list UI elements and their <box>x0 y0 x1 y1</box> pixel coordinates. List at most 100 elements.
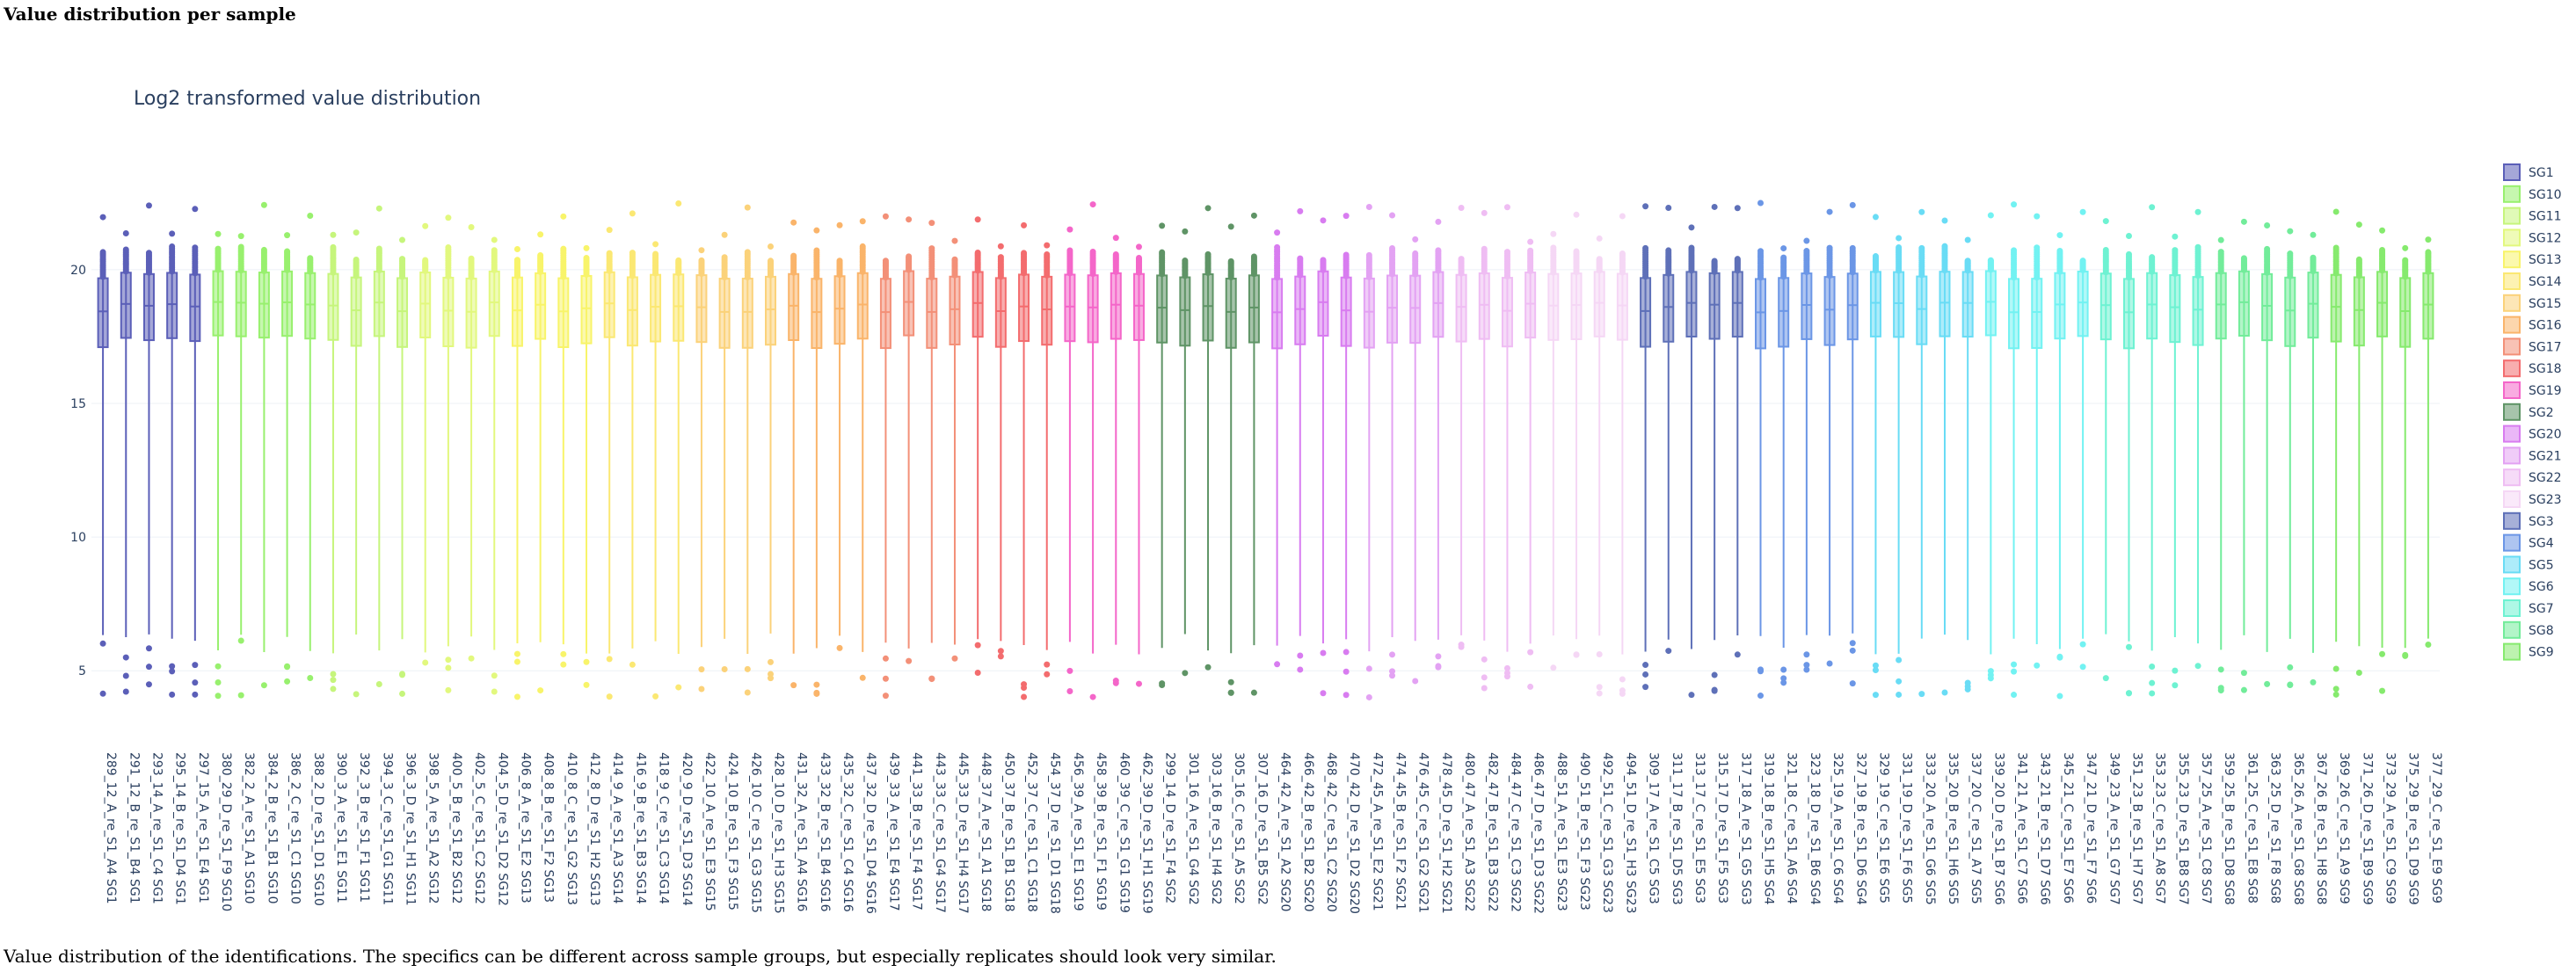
outlier-point <box>2172 247 2179 254</box>
outlier-point <box>2011 661 2018 668</box>
sample-box <box>1801 237 1813 673</box>
iqr-box <box>2122 278 2135 350</box>
outlier-point <box>560 650 567 657</box>
legend-item[interactable]: SG10 <box>2503 185 2562 203</box>
outlier-point <box>882 258 889 265</box>
x-tick-label: 494_51_D_re_S1_H3 SG23 <box>1623 752 1637 914</box>
legend-item[interactable]: SG1 <box>2503 163 2554 181</box>
legend-item[interactable]: SG6 <box>2503 577 2554 596</box>
outlier-point <box>192 679 199 686</box>
iqr-box <box>2307 272 2319 339</box>
outlier-point <box>997 254 1004 261</box>
legend-item[interactable]: SG17 <box>2503 337 2562 356</box>
outlier-point <box>2149 254 2156 261</box>
legend-label: SG7 <box>2529 602 2554 616</box>
outlier-point <box>122 246 129 253</box>
outlier-point <box>560 213 567 220</box>
legend-item[interactable]: SG15 <box>2503 294 2562 312</box>
sample-box <box>2330 208 2342 698</box>
sample-box <box>1041 242 1053 678</box>
outlier-point <box>652 250 659 258</box>
iqr-box <box>2330 273 2342 343</box>
outlier-point <box>1021 693 1028 700</box>
sample-box <box>397 236 409 697</box>
legend-item[interactable]: SG13 <box>2503 250 2562 269</box>
legend-item[interactable]: SG4 <box>2503 533 2554 552</box>
outlier-point <box>1642 244 1649 251</box>
iqr-box <box>511 276 523 347</box>
outlier-point <box>169 663 176 670</box>
iqr-box <box>97 277 109 349</box>
outlier-point <box>2034 662 2041 669</box>
x-tick-label: 398_5_A_re_S1_A2 SG12 <box>426 752 440 904</box>
x-tick-label: 295_14_B_re_S1_D4 SG1 <box>173 752 187 905</box>
legend-item[interactable]: SG7 <box>2503 599 2554 617</box>
legend-item[interactable]: SG20 <box>2503 424 2562 443</box>
legend-label: SG23 <box>2529 493 2562 507</box>
legend-item[interactable]: SG16 <box>2503 316 2562 334</box>
outlier-point <box>2425 642 2432 649</box>
outlier-point <box>2149 664 2156 671</box>
outlier-point <box>1159 249 1166 256</box>
legend-swatch <box>2503 272 2521 290</box>
legend-label: SG10 <box>2529 188 2562 202</box>
sample-box <box>1455 204 1467 650</box>
x-tick-label: 404_5_D_re_S1_D2 SG12 <box>495 752 509 906</box>
legend-item[interactable]: SG21 <box>2503 446 2562 465</box>
legend-item[interactable]: SG18 <box>2503 359 2562 378</box>
outlier-point <box>1849 680 1856 687</box>
outlier-point <box>513 246 520 253</box>
outlier-point <box>1089 249 1096 256</box>
x-tick-label: 400_5_B_re_S1_B2 SG12 <box>449 752 463 904</box>
legend-item[interactable]: SG22 <box>2503 468 2562 487</box>
outlier-point <box>1320 690 1327 697</box>
legend-item[interactable]: SG9 <box>2503 642 2554 661</box>
sample-box <box>1524 238 1537 690</box>
outlier-point <box>491 236 498 243</box>
x-tick-label: 329_19_C_re_S1_E6 SG5 <box>1876 752 1890 903</box>
outlier-point <box>1849 647 1856 654</box>
outlier-point <box>215 663 222 670</box>
x-tick-label: 482_47_B_re_S1_B3 SG22 <box>1485 752 1499 912</box>
outlier-point <box>767 675 774 682</box>
iqr-box <box>1916 275 1928 345</box>
legend-item[interactable]: SG19 <box>2503 381 2562 399</box>
sample-box <box>1478 209 1490 692</box>
outlier-point <box>1896 691 1903 698</box>
legend-item[interactable]: SG11 <box>2503 207 2562 225</box>
outlier-point <box>1365 204 1372 211</box>
outlier-point <box>721 254 728 261</box>
sample-box <box>2422 236 2434 649</box>
outlier-point <box>445 656 452 664</box>
legend-item[interactable]: SG14 <box>2503 272 2562 290</box>
outlier-point <box>882 693 889 700</box>
x-tick-label: 452_37_C_re_S1_C1 SG18 <box>1025 752 1039 912</box>
outlier-point <box>1734 205 1741 212</box>
outlier-point <box>1757 199 1765 207</box>
legend-item[interactable]: SG23 <box>2503 490 2562 508</box>
x-tick-label: 468_42_C_re_S1_C2 SG20 <box>1324 752 1338 912</box>
sample-box <box>2099 218 2112 682</box>
legend-item[interactable]: SG12 <box>2503 228 2562 247</box>
outlier-point <box>192 691 199 698</box>
outlier-point <box>1044 661 1051 668</box>
legend-item[interactable]: SG3 <box>2503 511 2554 530</box>
legend-swatch <box>2503 642 2521 661</box>
legend-item[interactable]: SG8 <box>2503 620 2554 639</box>
x-tick-label: 492_51_C_re_S1_G3 SG23 <box>1600 752 1614 913</box>
outlier-point <box>882 655 889 662</box>
outlier-point <box>2217 687 2224 694</box>
outlier-point <box>652 241 659 248</box>
sample-box <box>557 213 570 668</box>
legend-swatch <box>2503 207 2521 225</box>
outlier-point <box>1757 666 1765 673</box>
legend-item[interactable]: SG5 <box>2503 555 2554 574</box>
grid-lines <box>91 269 2440 671</box>
x-tick-label: 361_25_C_re_S1_E8 SG8 <box>2245 752 2259 903</box>
legend-item[interactable]: SG2 <box>2503 403 2554 421</box>
x-tick-label: 369_26_C_re_S1_A9 SG9 <box>2337 752 2351 904</box>
iqr-box <box>281 270 294 337</box>
outlier-point <box>2079 641 2086 648</box>
legend-swatch <box>2503 228 2521 247</box>
outlier-point <box>2149 204 2156 211</box>
